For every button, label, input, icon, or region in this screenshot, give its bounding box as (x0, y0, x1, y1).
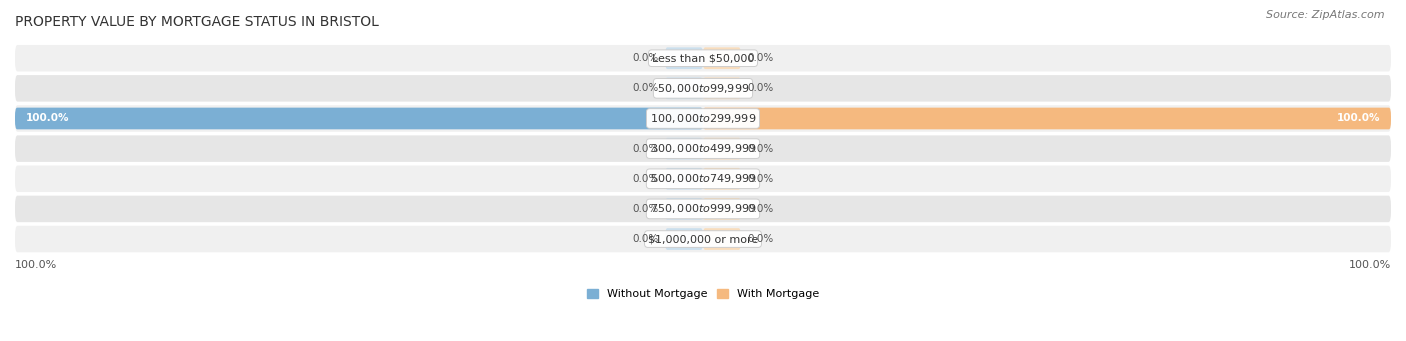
FancyBboxPatch shape (665, 228, 703, 250)
FancyBboxPatch shape (15, 45, 1391, 72)
FancyBboxPatch shape (665, 138, 703, 160)
FancyBboxPatch shape (665, 198, 703, 220)
Text: 100.0%: 100.0% (15, 260, 58, 270)
Text: PROPERTY VALUE BY MORTGAGE STATUS IN BRISTOL: PROPERTY VALUE BY MORTGAGE STATUS IN BRI… (15, 15, 378, 29)
FancyBboxPatch shape (665, 77, 703, 99)
Text: 0.0%: 0.0% (748, 204, 773, 214)
Text: 0.0%: 0.0% (748, 234, 773, 244)
FancyBboxPatch shape (703, 138, 741, 160)
Text: $100,000 to $299,999: $100,000 to $299,999 (650, 112, 756, 125)
Text: 0.0%: 0.0% (633, 53, 658, 63)
Text: $1,000,000 or more: $1,000,000 or more (648, 234, 758, 244)
Text: 0.0%: 0.0% (633, 234, 658, 244)
FancyBboxPatch shape (703, 198, 741, 220)
Text: 100.0%: 100.0% (1348, 260, 1391, 270)
Text: Less than $50,000: Less than $50,000 (652, 53, 754, 63)
Text: 100.0%: 100.0% (1337, 114, 1381, 123)
Text: $50,000 to $99,999: $50,000 to $99,999 (657, 82, 749, 95)
Text: 0.0%: 0.0% (748, 174, 773, 184)
Text: 0.0%: 0.0% (633, 174, 658, 184)
Text: $300,000 to $499,999: $300,000 to $499,999 (650, 142, 756, 155)
Text: 0.0%: 0.0% (748, 83, 773, 93)
FancyBboxPatch shape (665, 47, 703, 69)
FancyBboxPatch shape (703, 228, 741, 250)
FancyBboxPatch shape (15, 108, 703, 129)
Text: 0.0%: 0.0% (633, 204, 658, 214)
Legend: Without Mortgage, With Mortgage: Without Mortgage, With Mortgage (582, 284, 824, 304)
FancyBboxPatch shape (665, 168, 703, 190)
FancyBboxPatch shape (703, 47, 741, 69)
Text: 100.0%: 100.0% (25, 114, 69, 123)
FancyBboxPatch shape (15, 196, 1391, 222)
Text: 0.0%: 0.0% (748, 144, 773, 154)
FancyBboxPatch shape (703, 168, 741, 190)
Text: 0.0%: 0.0% (633, 144, 658, 154)
FancyBboxPatch shape (15, 135, 1391, 162)
Text: 0.0%: 0.0% (748, 53, 773, 63)
Text: 0.0%: 0.0% (633, 83, 658, 93)
Text: Source: ZipAtlas.com: Source: ZipAtlas.com (1267, 10, 1385, 20)
Text: $500,000 to $749,999: $500,000 to $749,999 (650, 172, 756, 185)
FancyBboxPatch shape (703, 77, 741, 99)
FancyBboxPatch shape (703, 108, 1391, 129)
FancyBboxPatch shape (15, 75, 1391, 102)
Text: $750,000 to $999,999: $750,000 to $999,999 (650, 203, 756, 216)
FancyBboxPatch shape (15, 165, 1391, 192)
FancyBboxPatch shape (15, 226, 1391, 252)
FancyBboxPatch shape (15, 105, 1391, 132)
